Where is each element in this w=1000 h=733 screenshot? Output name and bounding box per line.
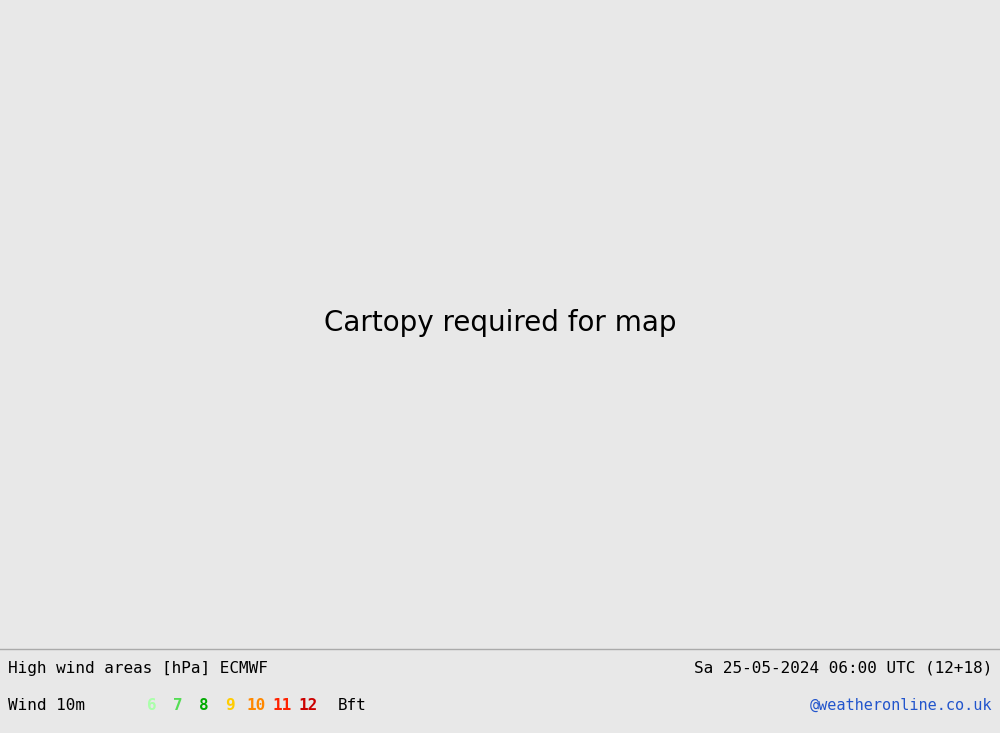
- Text: 8: 8: [199, 698, 209, 712]
- Text: 12: 12: [298, 698, 318, 712]
- Text: 9: 9: [225, 698, 235, 712]
- Text: Cartopy required for map: Cartopy required for map: [324, 309, 676, 336]
- Text: Sa 25-05-2024 06:00 UTC (12+18): Sa 25-05-2024 06:00 UTC (12+18): [694, 660, 992, 676]
- Text: 10: 10: [246, 698, 266, 712]
- Text: Wind 10m: Wind 10m: [8, 698, 85, 712]
- Text: @weatheronline.co.uk: @weatheronline.co.uk: [810, 698, 992, 712]
- Text: High wind areas [hPa] ECMWF: High wind areas [hPa] ECMWF: [8, 660, 268, 676]
- Text: 11: 11: [272, 698, 292, 712]
- Text: 7: 7: [173, 698, 183, 712]
- Text: 6: 6: [147, 698, 157, 712]
- Text: Bft: Bft: [338, 698, 367, 712]
